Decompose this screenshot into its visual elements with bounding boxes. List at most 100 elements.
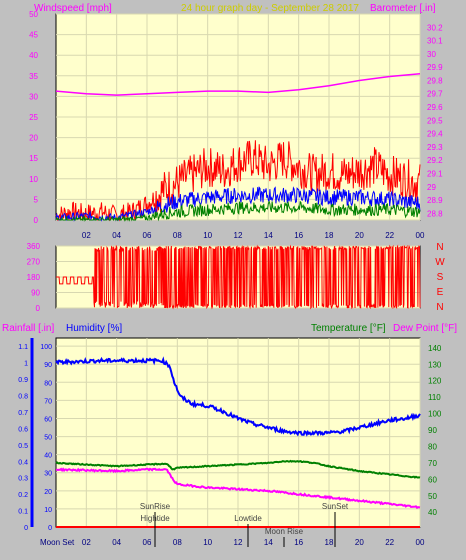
y-tick-label: 0.9 — [18, 377, 28, 384]
y-tick-label: 80 — [44, 380, 52, 387]
x-tick-label: 22 — [385, 231, 394, 240]
y-tick-label: 100 — [40, 344, 52, 351]
dewpoint-line — [56, 467, 421, 509]
humidity-series-group — [55, 356, 421, 528]
y-tick-label: 15 — [29, 154, 38, 163]
x-tick-label: 06 — [143, 231, 152, 240]
rainfall-y-axis-ticks: 0 0.1 0.2 0.3 0.4 0.5 0.6 0.7 0.8 0.9 1 1.1 — [18, 344, 28, 532]
x-tick-label: 20 — [355, 231, 364, 240]
y-tick-label: 120 — [428, 377, 442, 386]
y-tick-label: 90 — [428, 426, 437, 435]
wind-gust-line — [55, 140, 421, 222]
compass-label: E — [437, 287, 444, 298]
x-tick-label: 14 — [264, 538, 273, 547]
annotation-label: Moon Rise — [265, 527, 304, 536]
temperature-line — [55, 459, 421, 479]
y-tick-label: 5 — [34, 195, 39, 204]
y-tick-label: 29.5 — [427, 116, 443, 125]
y-tick-label: 0.5 — [18, 443, 28, 450]
x-tick-label: 08 — [173, 538, 182, 547]
y-tick-label: 29.4 — [427, 130, 443, 139]
humidity-line — [55, 356, 421, 437]
y-tick-label: 0.4 — [18, 459, 28, 466]
compass-label: S — [437, 272, 444, 283]
y-tick-label: 29 — [427, 183, 436, 192]
y-tick-label: 10 — [29, 175, 38, 184]
barometer-line — [55, 73, 421, 96]
y-tick-label: 29.1 — [427, 169, 443, 178]
x-tick-label: 22 — [385, 538, 394, 547]
y-tick-label: 140 — [428, 344, 442, 353]
x-tick-label: 14 — [264, 231, 273, 240]
annotation-label: SunRise — [140, 502, 171, 511]
x-tick-label: 00 — [416, 538, 425, 547]
wind-series-group — [55, 73, 421, 222]
annotation-label: Moon Set — [40, 538, 75, 547]
compass-label: N — [436, 302, 443, 313]
compass-label: W — [435, 257, 445, 268]
y-tick-label: 0.6 — [18, 426, 28, 433]
wind-x-axis-ticks: 02 04 06 08 10 12 14 16 18 20 22 00 — [82, 231, 425, 240]
x-tick-label: 12 — [234, 538, 243, 547]
x-tick-label: 00 — [416, 231, 425, 240]
y-tick-label: 29.8 — [427, 76, 443, 85]
y-tick-label: 0.8 — [18, 394, 28, 401]
direction-y-axis-ticks: 0 90 180 270 360 — [27, 242, 41, 313]
x-tick-label: 06 — [143, 538, 152, 547]
compass-label: N — [436, 242, 443, 253]
x-tick-label: 16 — [294, 538, 303, 547]
x-tick-label: 08 — [173, 231, 182, 240]
y-tick-label: 25 — [29, 113, 38, 122]
y-tick-label: 29.2 — [427, 156, 443, 165]
wind-y-axis-ticks: 0 5 10 15 20 25 30 35 40 45 50 — [29, 10, 38, 225]
y-tick-label: 29.7 — [427, 90, 443, 99]
y-tick-label: 45 — [29, 31, 38, 40]
x-tick-label: 12 — [234, 231, 243, 240]
y-tick-label: 50 — [428, 492, 437, 501]
y-tick-label: 270 — [27, 258, 41, 267]
y-tick-label: 40 — [428, 508, 437, 517]
annotation-label: SunSet — [322, 502, 349, 511]
y-tick-label: 1 — [24, 361, 28, 368]
humidity-y-axis-ticks: 0 10 20 30 40 50 60 70 80 90 100 — [40, 344, 52, 532]
x-tick-label: 18 — [325, 231, 334, 240]
y-tick-label: 70 — [428, 459, 437, 468]
wind-direction-line — [56, 244, 421, 310]
y-tick-label: 60 — [428, 475, 437, 484]
wind-grid — [56, 13, 421, 221]
y-tick-label: 35 — [29, 72, 38, 81]
annotation-label: Lowtide — [234, 514, 262, 523]
temperature-y-axis-ticks: 40 50 60 70 80 90 100 110 120 130 140 — [428, 344, 442, 517]
wind-axis-label: Windspeed [mph] — [34, 3, 112, 14]
x-tick-label: 16 — [294, 231, 303, 240]
y-tick-label: 1.1 — [18, 344, 28, 351]
y-tick-label: 30.2 — [427, 23, 443, 32]
y-tick-label: 30 — [44, 471, 52, 478]
y-tick-label: 50 — [44, 435, 52, 442]
rainfall-axis-label: Rainfall [.in] — [2, 323, 54, 334]
y-tick-label: 130 — [428, 360, 442, 369]
y-tick-label: 90 — [31, 289, 40, 298]
temperature-axis-label: Temperature [°F] — [311, 323, 386, 334]
y-tick-label: 70 — [44, 398, 52, 405]
y-tick-label: 0 — [34, 216, 39, 225]
y-tick-label: 0.7 — [18, 410, 28, 417]
y-tick-label: 28.8 — [427, 209, 443, 218]
y-tick-label: 60 — [44, 416, 52, 423]
barometer-axis-label: Barometer [.in] — [370, 3, 436, 14]
y-tick-label: 0 — [24, 525, 28, 532]
y-tick-label: 0.1 — [18, 509, 28, 516]
x-tick-label: 04 — [112, 231, 121, 240]
y-tick-label: 29.3 — [427, 143, 443, 152]
chart-title: 24 hour graph day - September 28 2017 — [181, 3, 359, 14]
y-tick-label: 28.9 — [427, 196, 443, 205]
y-tick-label: 30.1 — [427, 37, 443, 46]
y-tick-label: 90 — [44, 362, 52, 369]
y-tick-label: 30 — [29, 92, 38, 101]
y-tick-label: 40 — [44, 453, 52, 460]
x-tick-label: 02 — [82, 538, 91, 547]
x-tick-label: 20 — [355, 538, 364, 547]
